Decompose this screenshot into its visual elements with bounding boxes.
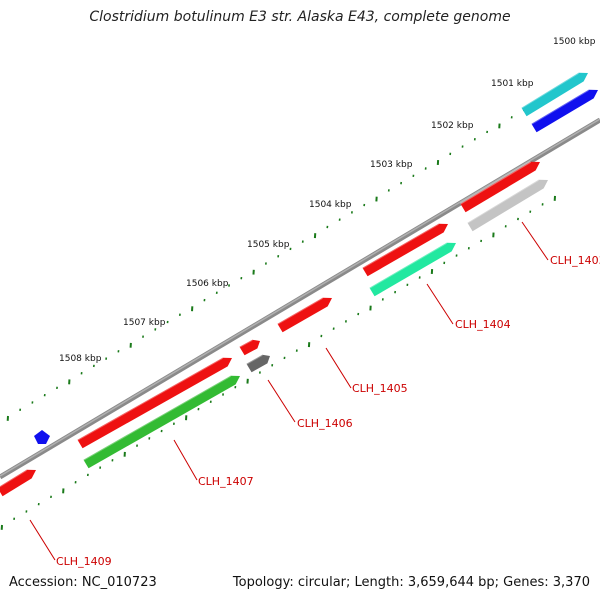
scale-label-1502: 1502 kbp	[431, 121, 474, 131]
scale-label-1504: 1504 kbp	[309, 200, 352, 210]
scale-label-1501: 1501 kbp	[491, 79, 534, 89]
gene-red-1409-highlight	[0, 468, 28, 488]
gene-blue-small	[34, 430, 50, 444]
gene-green-1407-highlight	[82, 374, 232, 461]
genome-backbone	[0, 117, 600, 480]
gene-label-clh1407: CLH_1407	[198, 475, 254, 488]
gene-darkgray-1406	[246, 354, 270, 373]
gene-gray-1403	[467, 179, 548, 232]
gene-label-clh1404: CLH_1404	[455, 318, 511, 331]
labels: 1500 kbp 1501 kbp 1502 kbp 1503 kbp 1504…	[56, 37, 600, 568]
leader-clh1405	[325, 347, 352, 389]
scale-label-1503: 1503 kbp	[370, 160, 413, 170]
gene-label-clh1403: CLH_1403	[550, 254, 600, 267]
gene-darkgray-1406-highlight	[245, 353, 263, 365]
gene-red-1405	[277, 297, 332, 333]
gene-red-1404-highlight	[361, 222, 440, 269]
gene-label-clh1409: CLH_1409	[56, 555, 112, 568]
genome-summary-text: Topology: circular; Length: 3,659,644 bp…	[232, 575, 590, 590]
gene-red-1405-highlight	[276, 296, 324, 325]
gene-red-1403	[460, 161, 540, 213]
gene-label-clh1405: CLH_1405	[352, 382, 408, 395]
gene-teal-1404-highlight	[368, 241, 448, 289]
leader-clh1404	[426, 283, 454, 325]
gene-cyan-highlight	[520, 71, 580, 109]
gene-red-1407	[77, 357, 233, 449]
gene-blue-upper	[531, 89, 598, 133]
accession-text: Accession: NC_010723	[9, 575, 157, 590]
gene-red-1406-highlight	[238, 338, 253, 348]
scale-ticks	[0, 101, 557, 530]
gene-red-1407-highlight	[76, 356, 224, 441]
scale-label-1508: 1508 kbp	[59, 354, 102, 364]
scale-label-1500: 1500 kbp	[553, 37, 596, 47]
scale-label-1506: 1506 kbp	[186, 279, 229, 289]
leader-clh1406	[267, 379, 296, 423]
gene-label-clh1406: CLH_1406	[297, 417, 353, 430]
gene-red-1409	[0, 469, 36, 497]
gene-red-1406	[239, 339, 260, 356]
label-leader-lines	[29, 221, 549, 561]
leader-clh1403	[521, 221, 549, 261]
scale-label-1505: 1505 kbp	[247, 240, 290, 250]
map-title: Clostridium botulinum E3 str. Alaska E43…	[89, 9, 511, 25]
gene-teal-1404	[369, 242, 456, 297]
gene-red-1403-highlight	[459, 160, 532, 205]
gene-cyan	[521, 72, 588, 117]
leader-clh1409	[29, 519, 56, 561]
gene-features	[0, 71, 598, 497]
gene-blue-upper-highlight	[530, 88, 590, 125]
gene-gray-1403-highlight	[466, 178, 540, 224]
leader-clh1407	[173, 439, 198, 481]
gene-green-1407	[83, 375, 241, 469]
gene-red-1404	[362, 223, 448, 277]
scale-label-1507: 1507 kbp	[123, 318, 166, 328]
